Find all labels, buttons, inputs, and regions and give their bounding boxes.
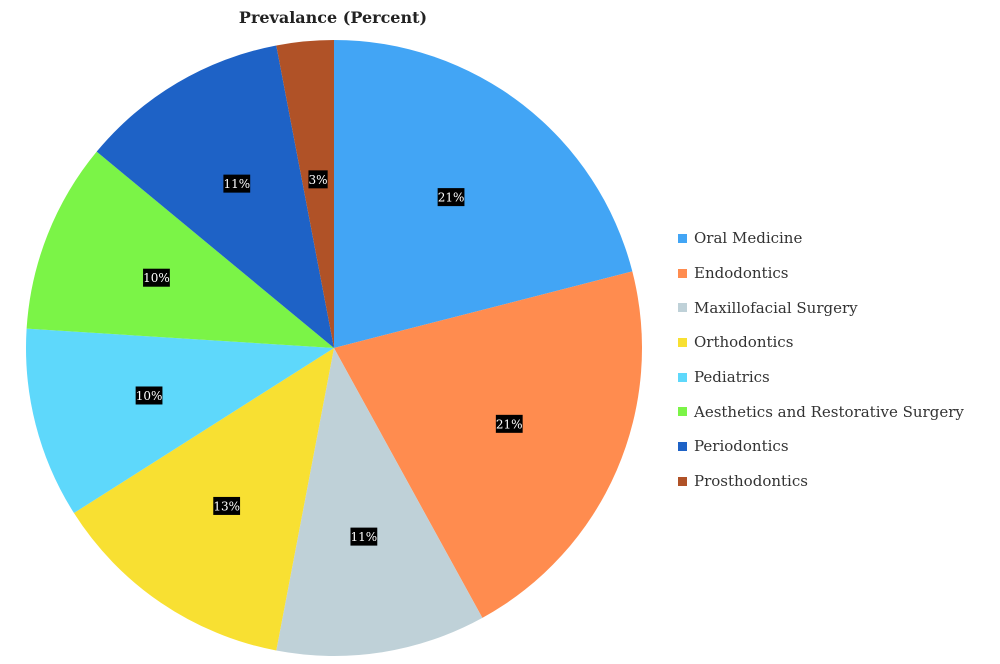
slice-periodontics xyxy=(96,45,335,348)
svg-text:11%: 11% xyxy=(351,530,378,544)
slice-label-maxillofacial-surgery: 11% xyxy=(350,527,378,546)
legend-item-orthodontics: Orthodontics xyxy=(678,325,964,360)
legend-item-prosthodontics: Prosthodontics xyxy=(678,464,964,499)
slice-label-prosthodontics: 3% xyxy=(308,170,328,189)
legend-swatch xyxy=(678,407,687,417)
legend-swatch xyxy=(678,337,687,347)
legend-label: Periodontics xyxy=(694,437,789,456)
legend-swatch xyxy=(678,441,687,451)
slice-prosthodontics xyxy=(276,40,334,348)
legend-item-maxillofacial-surgery: Maxillofacial Surgery xyxy=(678,290,964,325)
slice-label-aesthetics-and-restorative-surgery: 10% xyxy=(143,268,170,287)
slice-aesthetics-and-restorative-surgery xyxy=(26,151,335,348)
svg-text:21%: 21% xyxy=(496,417,523,431)
legend-label: Orthodontics xyxy=(694,333,794,352)
pie-labels: 21% 21% 11% 13% 10% 10% 11% 3% xyxy=(135,170,523,546)
legend-item-periodontics: Periodontics xyxy=(678,429,964,464)
legend-label: Endodontics xyxy=(694,264,789,283)
slice-oral-medicine xyxy=(334,40,633,348)
slice-endodontics xyxy=(334,271,643,618)
legend-swatch xyxy=(678,268,687,278)
legend-label: Oral Medicine xyxy=(694,229,803,248)
chart-title: Prevalance (Percent) xyxy=(238,8,428,27)
legend-label: Maxillofacial Surgery xyxy=(694,298,858,317)
legend-label: Aesthetics and Restorative Surgery xyxy=(694,402,964,421)
slice-label-oral-medicine: 21% xyxy=(437,188,465,207)
legend-swatch xyxy=(678,372,687,382)
legend-swatch xyxy=(678,476,687,486)
svg-text:10%: 10% xyxy=(143,271,170,285)
legend-label: Prosthodontics xyxy=(694,472,808,491)
slice-pediatrics xyxy=(26,328,335,514)
slice-label-orthodontics: 13% xyxy=(213,496,241,515)
slice-maxillofacial-surgery xyxy=(276,348,483,656)
legend-swatch xyxy=(678,303,687,313)
legend-swatch xyxy=(678,233,687,243)
slice-label-pediatrics: 10% xyxy=(135,386,163,405)
pie-slices xyxy=(26,40,643,656)
legend-item-endodontics: Endodontics xyxy=(678,256,964,291)
svg-text:13%: 13% xyxy=(213,499,240,513)
legend-item-aesthetics-and-restorative-surgery: Aesthetics and Restorative Surgery xyxy=(678,394,964,429)
svg-text:21%: 21% xyxy=(438,191,465,205)
svg-text:10%: 10% xyxy=(136,389,163,403)
legend-label: Pediatrics xyxy=(694,368,770,387)
svg-text:3%: 3% xyxy=(309,173,328,187)
slice-label-periodontics: 11% xyxy=(223,174,251,193)
slice-orthodontics xyxy=(73,348,335,651)
legend: Oral Medicine Endodontics Maxillofacial Su… xyxy=(678,221,964,499)
legend-item-pediatrics: Pediatrics xyxy=(678,360,964,395)
pie-chart: 21% 21% 11% 13% 10% 10% 11% 3% xyxy=(26,40,643,656)
svg-text:11%: 11% xyxy=(223,177,250,191)
slice-label-endodontics: 21% xyxy=(495,414,523,433)
legend-item-oral-medicine: Oral Medicine xyxy=(678,221,964,256)
